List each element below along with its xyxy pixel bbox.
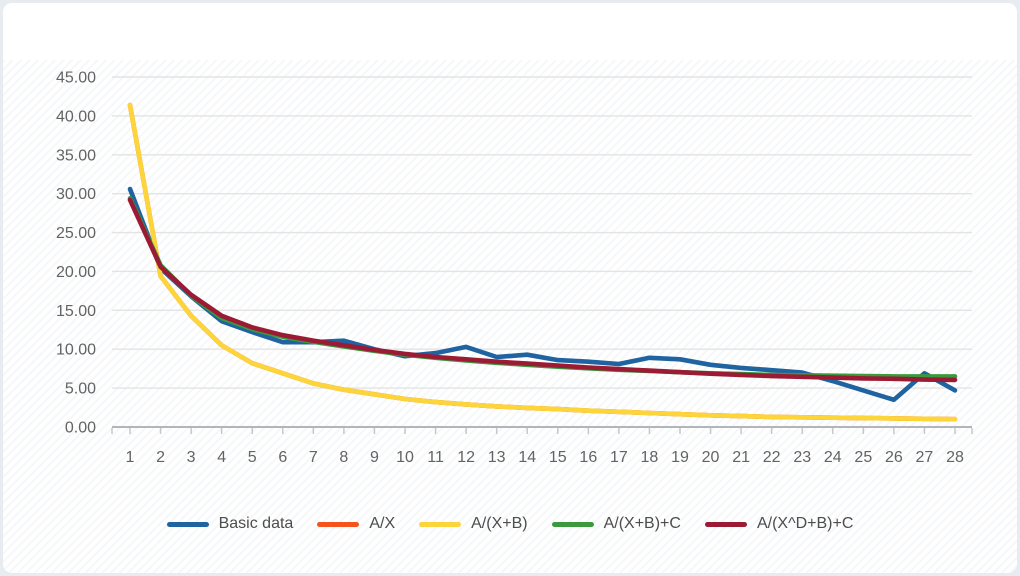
x-tick-label: 18 xyxy=(641,449,659,466)
y-tick-label: 20.00 xyxy=(56,264,96,281)
y-tick-label: 5.00 xyxy=(65,381,96,398)
y-tick-label: 35.00 xyxy=(56,147,96,164)
x-tick-label: 16 xyxy=(579,449,597,466)
x-tick-label: 9 xyxy=(370,449,379,466)
x-tick-label: 28 xyxy=(946,449,964,466)
y-tick-label: 45.00 xyxy=(56,70,96,87)
x-tick-label: 15 xyxy=(549,449,567,466)
x-tick-label: 1 xyxy=(126,449,135,466)
x-tick-label: 27 xyxy=(916,449,934,466)
series-line-a-x-b xyxy=(127,102,958,422)
x-tick-label: 6 xyxy=(278,449,287,466)
x-tick-label: 7 xyxy=(309,449,318,466)
x-tick-label: 2 xyxy=(156,449,165,466)
y-tick-label: 30.00 xyxy=(56,186,96,203)
x-tick-label: 22 xyxy=(763,449,781,466)
x-tick-label: 26 xyxy=(885,449,903,466)
y-tick-label: 15.00 xyxy=(56,303,96,320)
series-line-basic-data xyxy=(127,186,958,403)
x-tick-label: 12 xyxy=(457,449,475,466)
legend-swatch-a-over-x-plus-b-plus-c xyxy=(551,521,594,527)
x-tick-label: 23 xyxy=(793,449,811,466)
chart-card xyxy=(3,3,1017,573)
x-tick-label: 17 xyxy=(610,449,628,466)
legend-item-a-over-x-plus-b-plus-c[interactable]: A/(X+B)+C xyxy=(551,515,681,532)
x-tick-label: 5 xyxy=(248,449,257,466)
x-tick-label: 10 xyxy=(396,449,414,466)
series-line-a-x-d-b-c xyxy=(127,197,958,383)
y-tick-label: 25.00 xyxy=(56,225,96,242)
y-tick-label: 40.00 xyxy=(56,108,96,125)
legend-swatch-a-over-x xyxy=(317,521,360,527)
x-tick-label: 11 xyxy=(427,449,444,466)
legend-item-a-over-x-pow-d-plus-b-plus-c[interactable]: A/(X^D+B)+C xyxy=(704,515,854,532)
x-tick-label: 13 xyxy=(488,449,506,466)
x-tick-label: 14 xyxy=(518,449,536,466)
x-tick-label: 24 xyxy=(824,449,842,466)
legend-label-basic-data: Basic data xyxy=(218,515,294,532)
x-tick-label: 19 xyxy=(671,449,689,466)
x-tick-label: 20 xyxy=(702,449,720,466)
x-tick-label: 4 xyxy=(217,449,226,466)
legend-label-a-over-x-pow-d-plus-b-plus-c: A/(X^D+B)+C xyxy=(756,515,854,532)
legend-item-a-over-x[interactable]: A/X xyxy=(317,516,395,532)
chart-plot-background xyxy=(3,60,1017,573)
legend-label-a-over-x-plus-b-plus-c: A/(X+B)+C xyxy=(603,515,681,532)
legend-item-basic-data[interactable]: Basic data xyxy=(166,515,294,532)
x-tick-label: 25 xyxy=(854,449,872,466)
x-tick-label: 21 xyxy=(732,449,750,466)
legend-label-a-over-x: A/X xyxy=(369,515,396,532)
legend-swatch-a-over-x-plus-b xyxy=(419,521,462,527)
series-line-a-x xyxy=(127,102,958,422)
x-tick-label: 3 xyxy=(187,449,196,466)
legend-swatch-a-over-x-pow-d-plus-b-plus-c xyxy=(704,521,747,527)
legend-swatch-basic-data xyxy=(166,521,209,527)
x-tick-label: 8 xyxy=(339,449,348,466)
legend-label-a-over-x-plus-b: A/(X+B) xyxy=(471,515,528,532)
legend: Basic data A/X A/(X+B) A/(X+B)+C A/(X^D+… xyxy=(0,511,1020,537)
legend-item-a-over-x-plus-b[interactable]: A/(X+B) xyxy=(419,515,528,532)
y-tick-label: 0.00 xyxy=(65,420,96,437)
y-tick-label: 10.00 xyxy=(56,342,96,359)
